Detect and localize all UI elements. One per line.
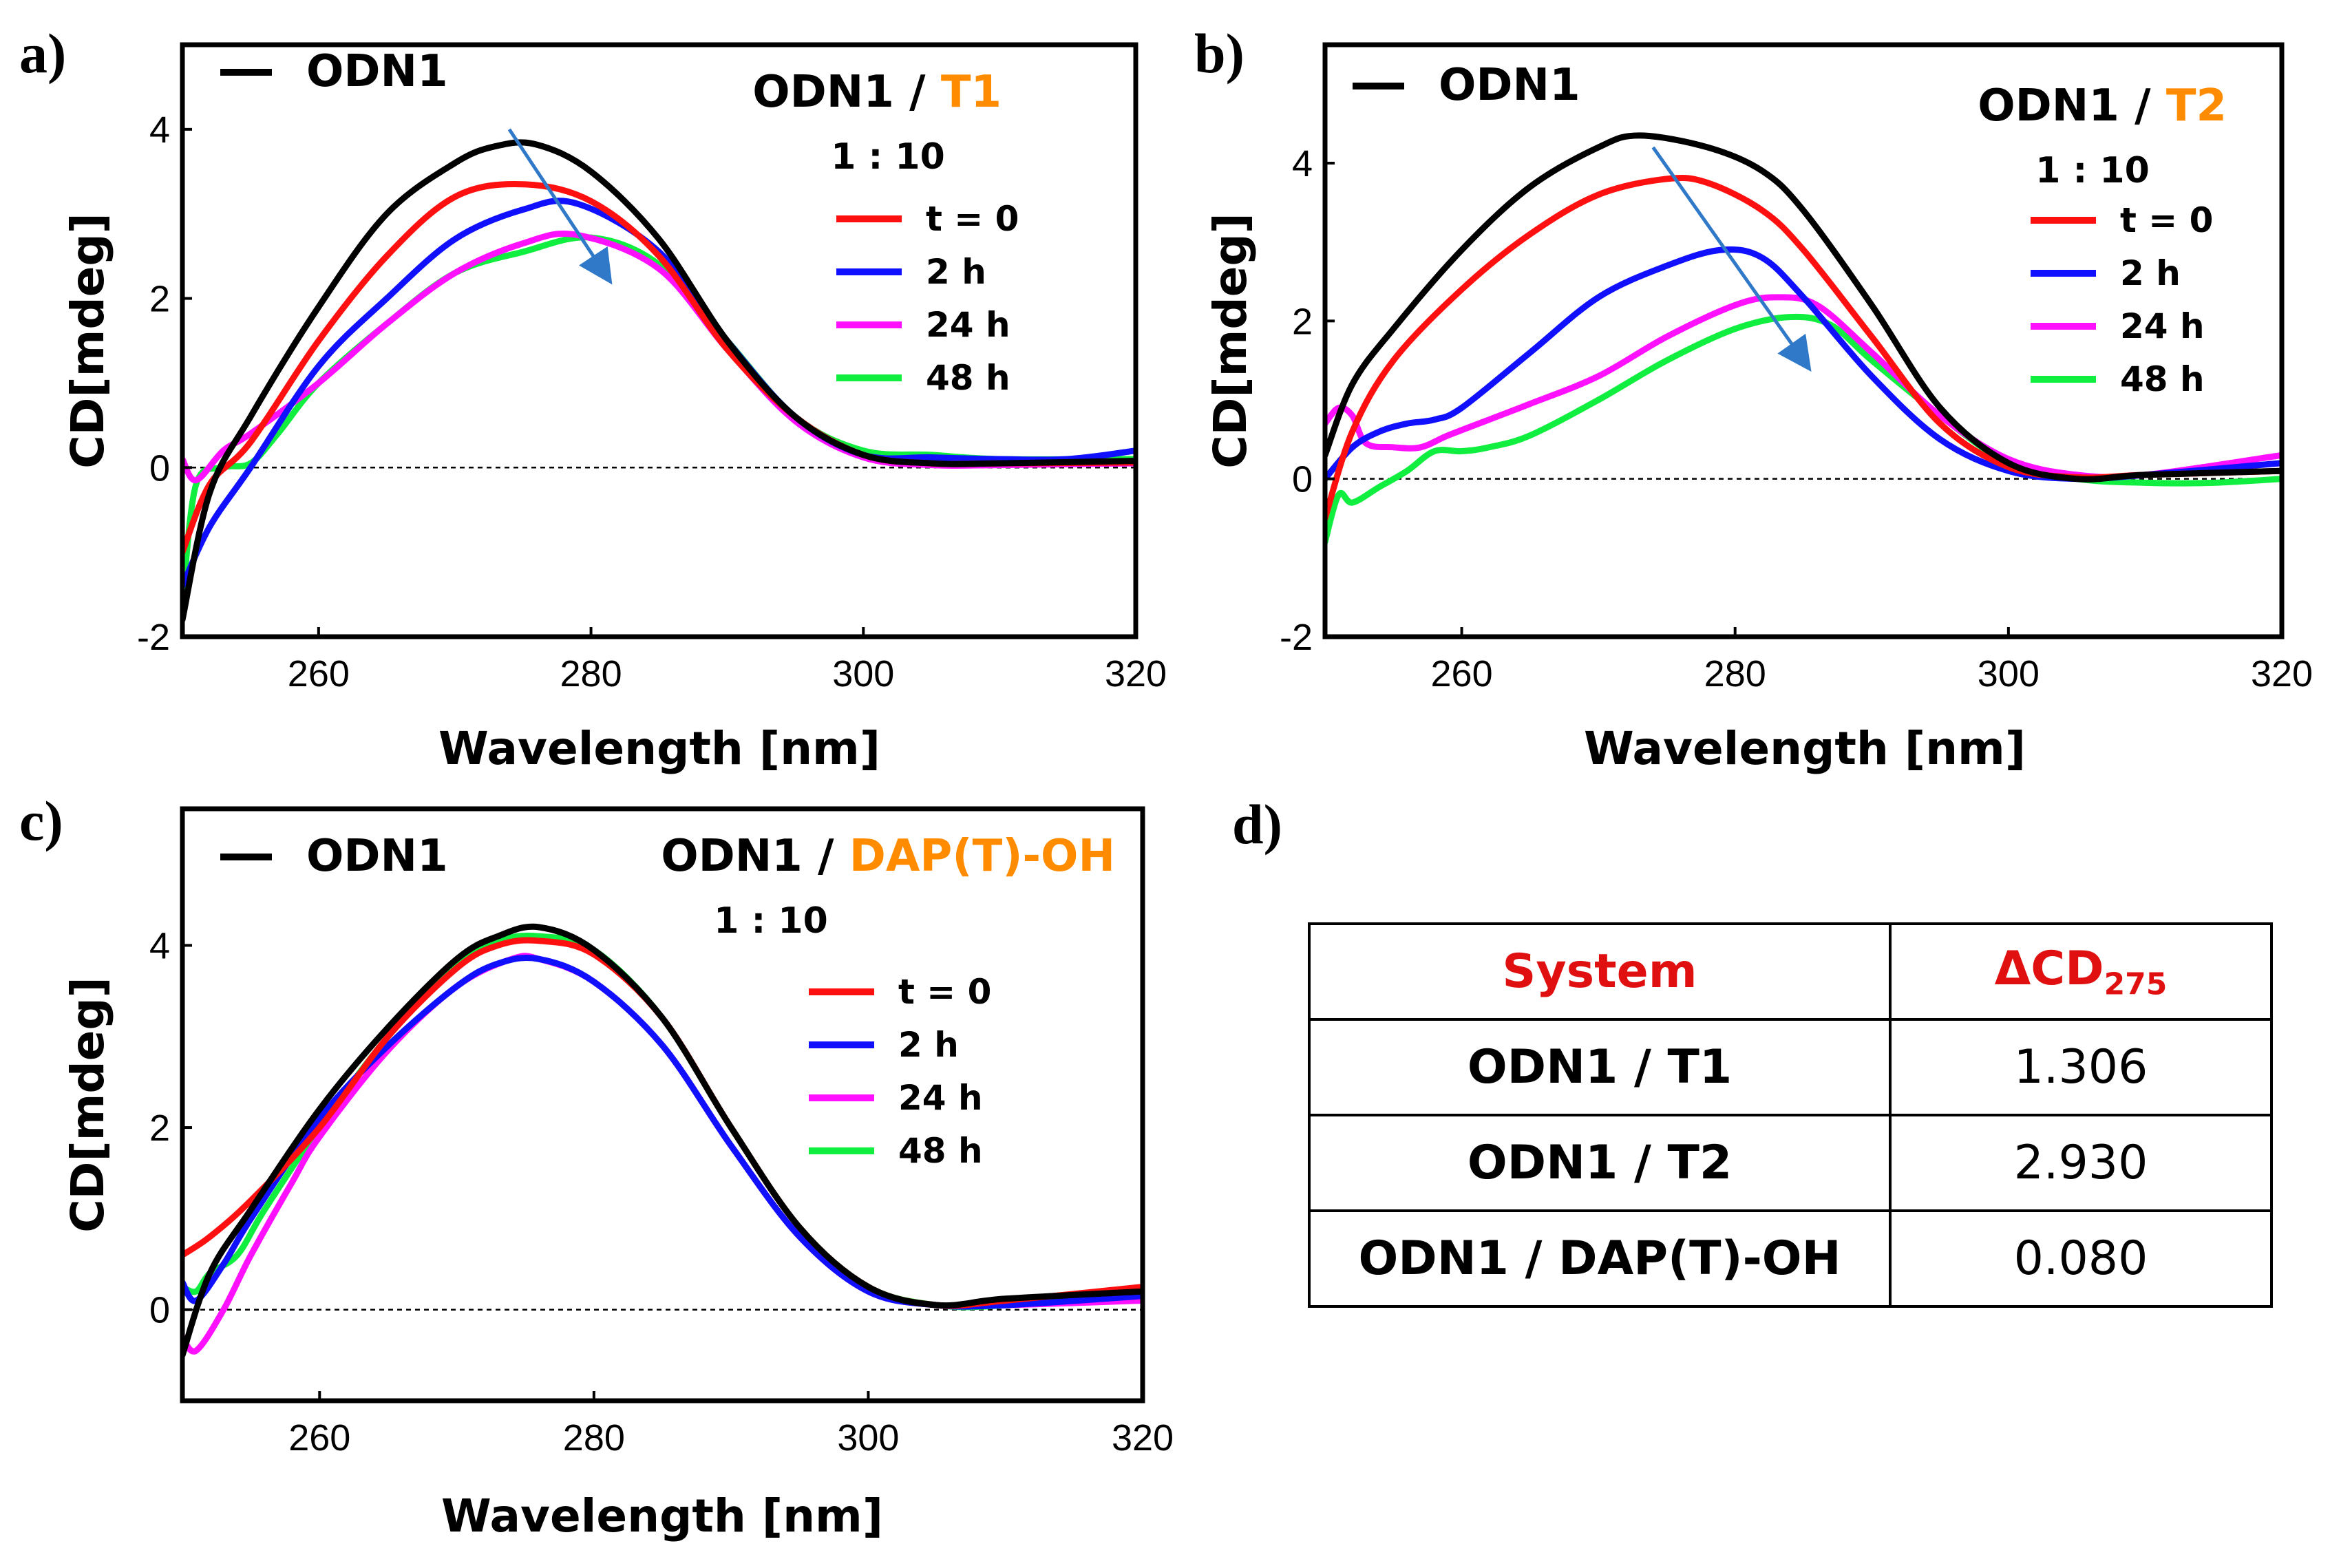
series-group [1325, 132, 2282, 545]
y-tick-label: 4 [1292, 143, 1313, 184]
x-tick-label: 320 [2251, 653, 2313, 695]
trend-arrow [1651, 146, 1812, 372]
legend-label-h24: 24 h [926, 305, 1010, 345]
panel-title: ODN1 / DAP(T)-OH [661, 831, 1115, 882]
panel-c-chart: c) 260 280 300 320 0 2 4 Wavelength [nm] CD[mdeg]… [19, 790, 1174, 1543]
x-tick-label: 260 [288, 653, 350, 695]
x-tick-label: 320 [1105, 653, 1167, 695]
x-tick-label: 280 [1704, 653, 1766, 695]
panel-title-prefix: ODN1 / [661, 831, 849, 882]
x-tick-label: 300 [832, 653, 894, 695]
y-tick-label: 0 [1292, 459, 1313, 500]
y-tick-label: -2 [1280, 617, 1313, 658]
panel-letter: b) [1194, 22, 1245, 85]
legend-label-t0: t = 0 [2120, 200, 2213, 240]
y-axis-label: CD[mdeg] [1204, 213, 1257, 469]
panel-letter: c) [19, 790, 63, 852]
panel-title-highlight: T1 [941, 67, 1002, 118]
series-group [182, 139, 1136, 623]
table-header-delta-cd: ΔCD275 [1889, 922, 2273, 1021]
x-tick-label: 300 [837, 1417, 899, 1459]
panel-title-prefix: ODN1 / [752, 67, 941, 118]
legend-label-h24: 24 h [2120, 306, 2205, 346]
trend-arrow [507, 128, 613, 285]
table-cell-system: ODN1 / T1 [1308, 1018, 1892, 1116]
series-line-ODN1 [1325, 132, 2282, 483]
legend-label-h24: 24 h [898, 1078, 983, 1118]
panel-title: ODN1 / T2 [1978, 81, 2227, 131]
legend-label-ODN1: ODN1 [1439, 60, 1580, 111]
ratio-label: 1 : 10 [714, 900, 828, 942]
y-tick-label: 2 [1292, 301, 1313, 342]
ratio-label: 1 : 10 [2035, 150, 2150, 191]
table-cell-value: 1.306 [1889, 1018, 2273, 1116]
y-tick-label: -2 [137, 617, 170, 658]
panel-d-letter: d) [1232, 793, 1282, 856]
table-header-system: System [1308, 922, 1892, 1021]
legend-label-h2: 2 h [926, 252, 986, 292]
y-tick-label: 0 [149, 447, 170, 489]
delta-cd-label: ΔCD [1994, 941, 2104, 996]
y-tick-label: 4 [149, 109, 170, 151]
legend-label-h48: 48 h [898, 1131, 983, 1171]
legend-label-t0: t = 0 [898, 972, 991, 1012]
legend-label-h2: 2 h [898, 1025, 959, 1065]
panel-title-highlight: T2 [2166, 81, 2227, 131]
delta-cd-table: System ΔCD275 ODN1 / T1 1.306 ODN1 / T2 … [1308, 922, 2273, 1308]
plot-frame [1322, 42, 2285, 639]
delta-cd-subscript: 275 [2104, 966, 2168, 1002]
series-line-h48 [182, 234, 1136, 606]
table-cell-value: 2.930 [1889, 1114, 2273, 1212]
legend-label-h2: 2 h [2120, 253, 2181, 293]
x-tick-label: 260 [1431, 653, 1493, 695]
panel-title-highlight: DAP(T)-OH [849, 831, 1115, 882]
x-tick-label: 320 [1112, 1417, 1174, 1459]
legend-label-h48: 48 h [2120, 359, 2205, 399]
panel-a-chart: a) 260 280 300 320 -2 0 2 4 Wavelength [nm] CD[mde… [19, 22, 1167, 775]
legend-label-t0: t = 0 [926, 199, 1019, 239]
series-line-h2 [182, 198, 1136, 589]
legend-label-h48: 48 h [926, 358, 1010, 398]
table-cell-system: ODN1 / T2 [1308, 1114, 1892, 1212]
panel-title: ODN1 / T1 [752, 67, 1002, 118]
x-axis-label: Wavelength [nm] [441, 1490, 883, 1543]
x-tick-label: 280 [560, 653, 622, 695]
panel-letter: a) [19, 22, 66, 85]
y-tick-label: 2 [149, 279, 170, 320]
series-line-ODN1 [182, 139, 1136, 623]
x-tick-label: 260 [288, 1417, 350, 1459]
legend-label-ODN1: ODN1 [306, 46, 448, 97]
x-axis-label: Wavelength [nm] [438, 722, 880, 775]
table-cell-value: 0.080 [1889, 1209, 2273, 1308]
plot-frame [180, 42, 1138, 639]
plot-frame [180, 806, 1145, 1403]
y-tick-label: 4 [149, 925, 170, 966]
x-axis-label: Wavelength [nm] [1584, 722, 2026, 775]
series-line-h24 [1325, 294, 2282, 480]
y-tick-label: 2 [149, 1108, 170, 1149]
table-row: ODN1 / T1 1.306 [1308, 1018, 2273, 1116]
series-line-t0 [182, 937, 1143, 1309]
y-axis-label: CD[mdeg] [61, 213, 114, 469]
panel-title-prefix: ODN1 / [1978, 81, 2166, 131]
x-tick-label: 280 [563, 1417, 625, 1459]
x-tick-label: 300 [1978, 653, 2040, 695]
ratio-label: 1 : 10 [831, 136, 945, 178]
table-header-row: System ΔCD275 [1308, 922, 2273, 1021]
y-axis-label: CD[mdeg] [61, 977, 114, 1233]
table-cell-system: ODN1 / DAP(T)-OH [1308, 1209, 1892, 1308]
panel-b-chart: b) 260 280 300 320 -2 0 2 4 Wavelength [nm] CD[mde… [1194, 22, 2313, 775]
y-tick-label: 0 [149, 1290, 170, 1331]
table-row: ODN1 / T2 2.930 [1308, 1114, 2273, 1212]
legend-label-ODN1: ODN1 [306, 831, 448, 882]
series-group [182, 923, 1143, 1359]
table-row: ODN1 / DAP(T)-OH 0.080 [1308, 1209, 2273, 1308]
series-line-ODN1 [182, 923, 1143, 1359]
